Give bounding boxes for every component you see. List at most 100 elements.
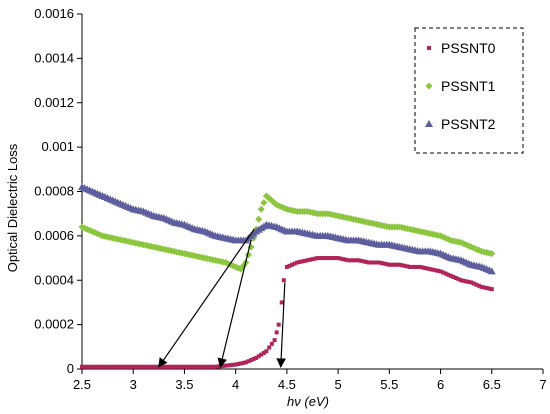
legend: PSSNT0 PSSNT1 PSSNT2	[414, 27, 524, 154]
data-point	[276, 322, 281, 327]
data-point	[359, 258, 364, 263]
data-point	[415, 264, 420, 269]
data-point	[323, 256, 328, 261]
data-point	[328, 256, 333, 261]
data-point	[210, 364, 215, 369]
data-point	[487, 286, 492, 291]
series-pssnt2	[78, 183, 496, 275]
data-point	[260, 199, 268, 207]
data-point	[174, 364, 179, 369]
data-point	[92, 364, 97, 369]
y-tick-label: 0.0016	[34, 6, 74, 21]
data-point	[113, 364, 118, 369]
data-point	[318, 256, 323, 261]
data-point	[402, 263, 407, 268]
data-point	[356, 258, 361, 263]
data-point	[379, 261, 384, 266]
data-point	[476, 283, 481, 288]
data-point	[348, 258, 353, 263]
y-tick-label: 0.0008	[34, 184, 74, 199]
data-point	[225, 363, 230, 368]
series-layer	[78, 183, 496, 369]
data-point	[443, 271, 448, 276]
data-point	[407, 264, 412, 269]
data-point	[259, 352, 264, 357]
data-point	[310, 257, 315, 262]
data-point	[126, 364, 131, 369]
data-point	[149, 364, 154, 369]
data-point	[246, 359, 251, 364]
data-point	[267, 345, 272, 350]
data-point	[451, 274, 456, 279]
data-point	[131, 364, 136, 369]
data-point	[389, 262, 394, 267]
data-point	[213, 364, 218, 369]
data-point	[141, 364, 146, 369]
data-point	[136, 364, 141, 369]
data-point	[453, 276, 458, 281]
data-point	[395, 262, 400, 267]
data-point	[341, 257, 346, 262]
annotation-arrow	[276, 282, 286, 368]
x-axis-title: hν (eV)	[287, 394, 329, 409]
data-point	[128, 364, 133, 369]
data-point	[433, 268, 438, 273]
legend-label-pssnt1: PSSNT1	[441, 78, 496, 94]
data-point	[315, 256, 320, 261]
data-point	[374, 260, 379, 265]
data-point	[484, 286, 489, 291]
x-tick-label: 6	[437, 377, 444, 392]
data-point	[377, 260, 382, 265]
data-point	[192, 364, 197, 369]
annotation-arrow	[217, 240, 252, 368]
data-point	[202, 364, 207, 369]
data-point	[146, 364, 151, 369]
data-point	[446, 272, 451, 277]
axes: 2.5 3 3.5 4 4.5 5 5.5 6 6.5 7 0 0.0002 0.0004 0.0006 0…	[34, 6, 546, 392]
data-point	[133, 364, 138, 369]
data-point	[241, 360, 246, 365]
data-point	[384, 262, 389, 267]
data-point	[290, 262, 295, 267]
data-point	[179, 364, 184, 369]
data-point	[412, 264, 417, 269]
data-point	[284, 264, 289, 269]
data-point	[185, 364, 190, 369]
data-point	[371, 260, 376, 265]
data-point	[292, 261, 297, 266]
data-point	[254, 355, 259, 360]
data-point	[151, 364, 156, 369]
data-point	[287, 263, 292, 268]
data-point	[177, 364, 182, 369]
legend-marker-pssnt0	[427, 46, 431, 50]
data-point	[255, 215, 263, 223]
data-point	[474, 282, 479, 287]
data-point	[80, 364, 84, 369]
data-point	[330, 256, 335, 261]
legend-marker-pssnt2	[425, 120, 433, 127]
data-point	[190, 364, 195, 369]
data-point	[313, 256, 318, 261]
data-point	[456, 277, 461, 282]
x-tick-label: 5.5	[380, 377, 398, 392]
data-point	[320, 256, 325, 261]
data-point	[489, 287, 494, 292]
data-point	[482, 285, 487, 290]
data-point	[438, 269, 443, 274]
data-point	[461, 278, 466, 283]
data-point	[108, 364, 113, 369]
data-point	[369, 260, 374, 265]
data-point	[264, 349, 269, 354]
data-point	[103, 364, 108, 369]
series-pssnt1	[78, 192, 496, 273]
data-point	[95, 364, 100, 369]
data-point	[205, 364, 210, 369]
data-point	[243, 360, 248, 365]
data-point	[295, 260, 300, 265]
data-point	[85, 364, 90, 369]
data-point	[269, 341, 274, 346]
y-tick-label: 0	[67, 361, 74, 376]
data-point	[428, 267, 433, 272]
data-point	[300, 259, 305, 264]
